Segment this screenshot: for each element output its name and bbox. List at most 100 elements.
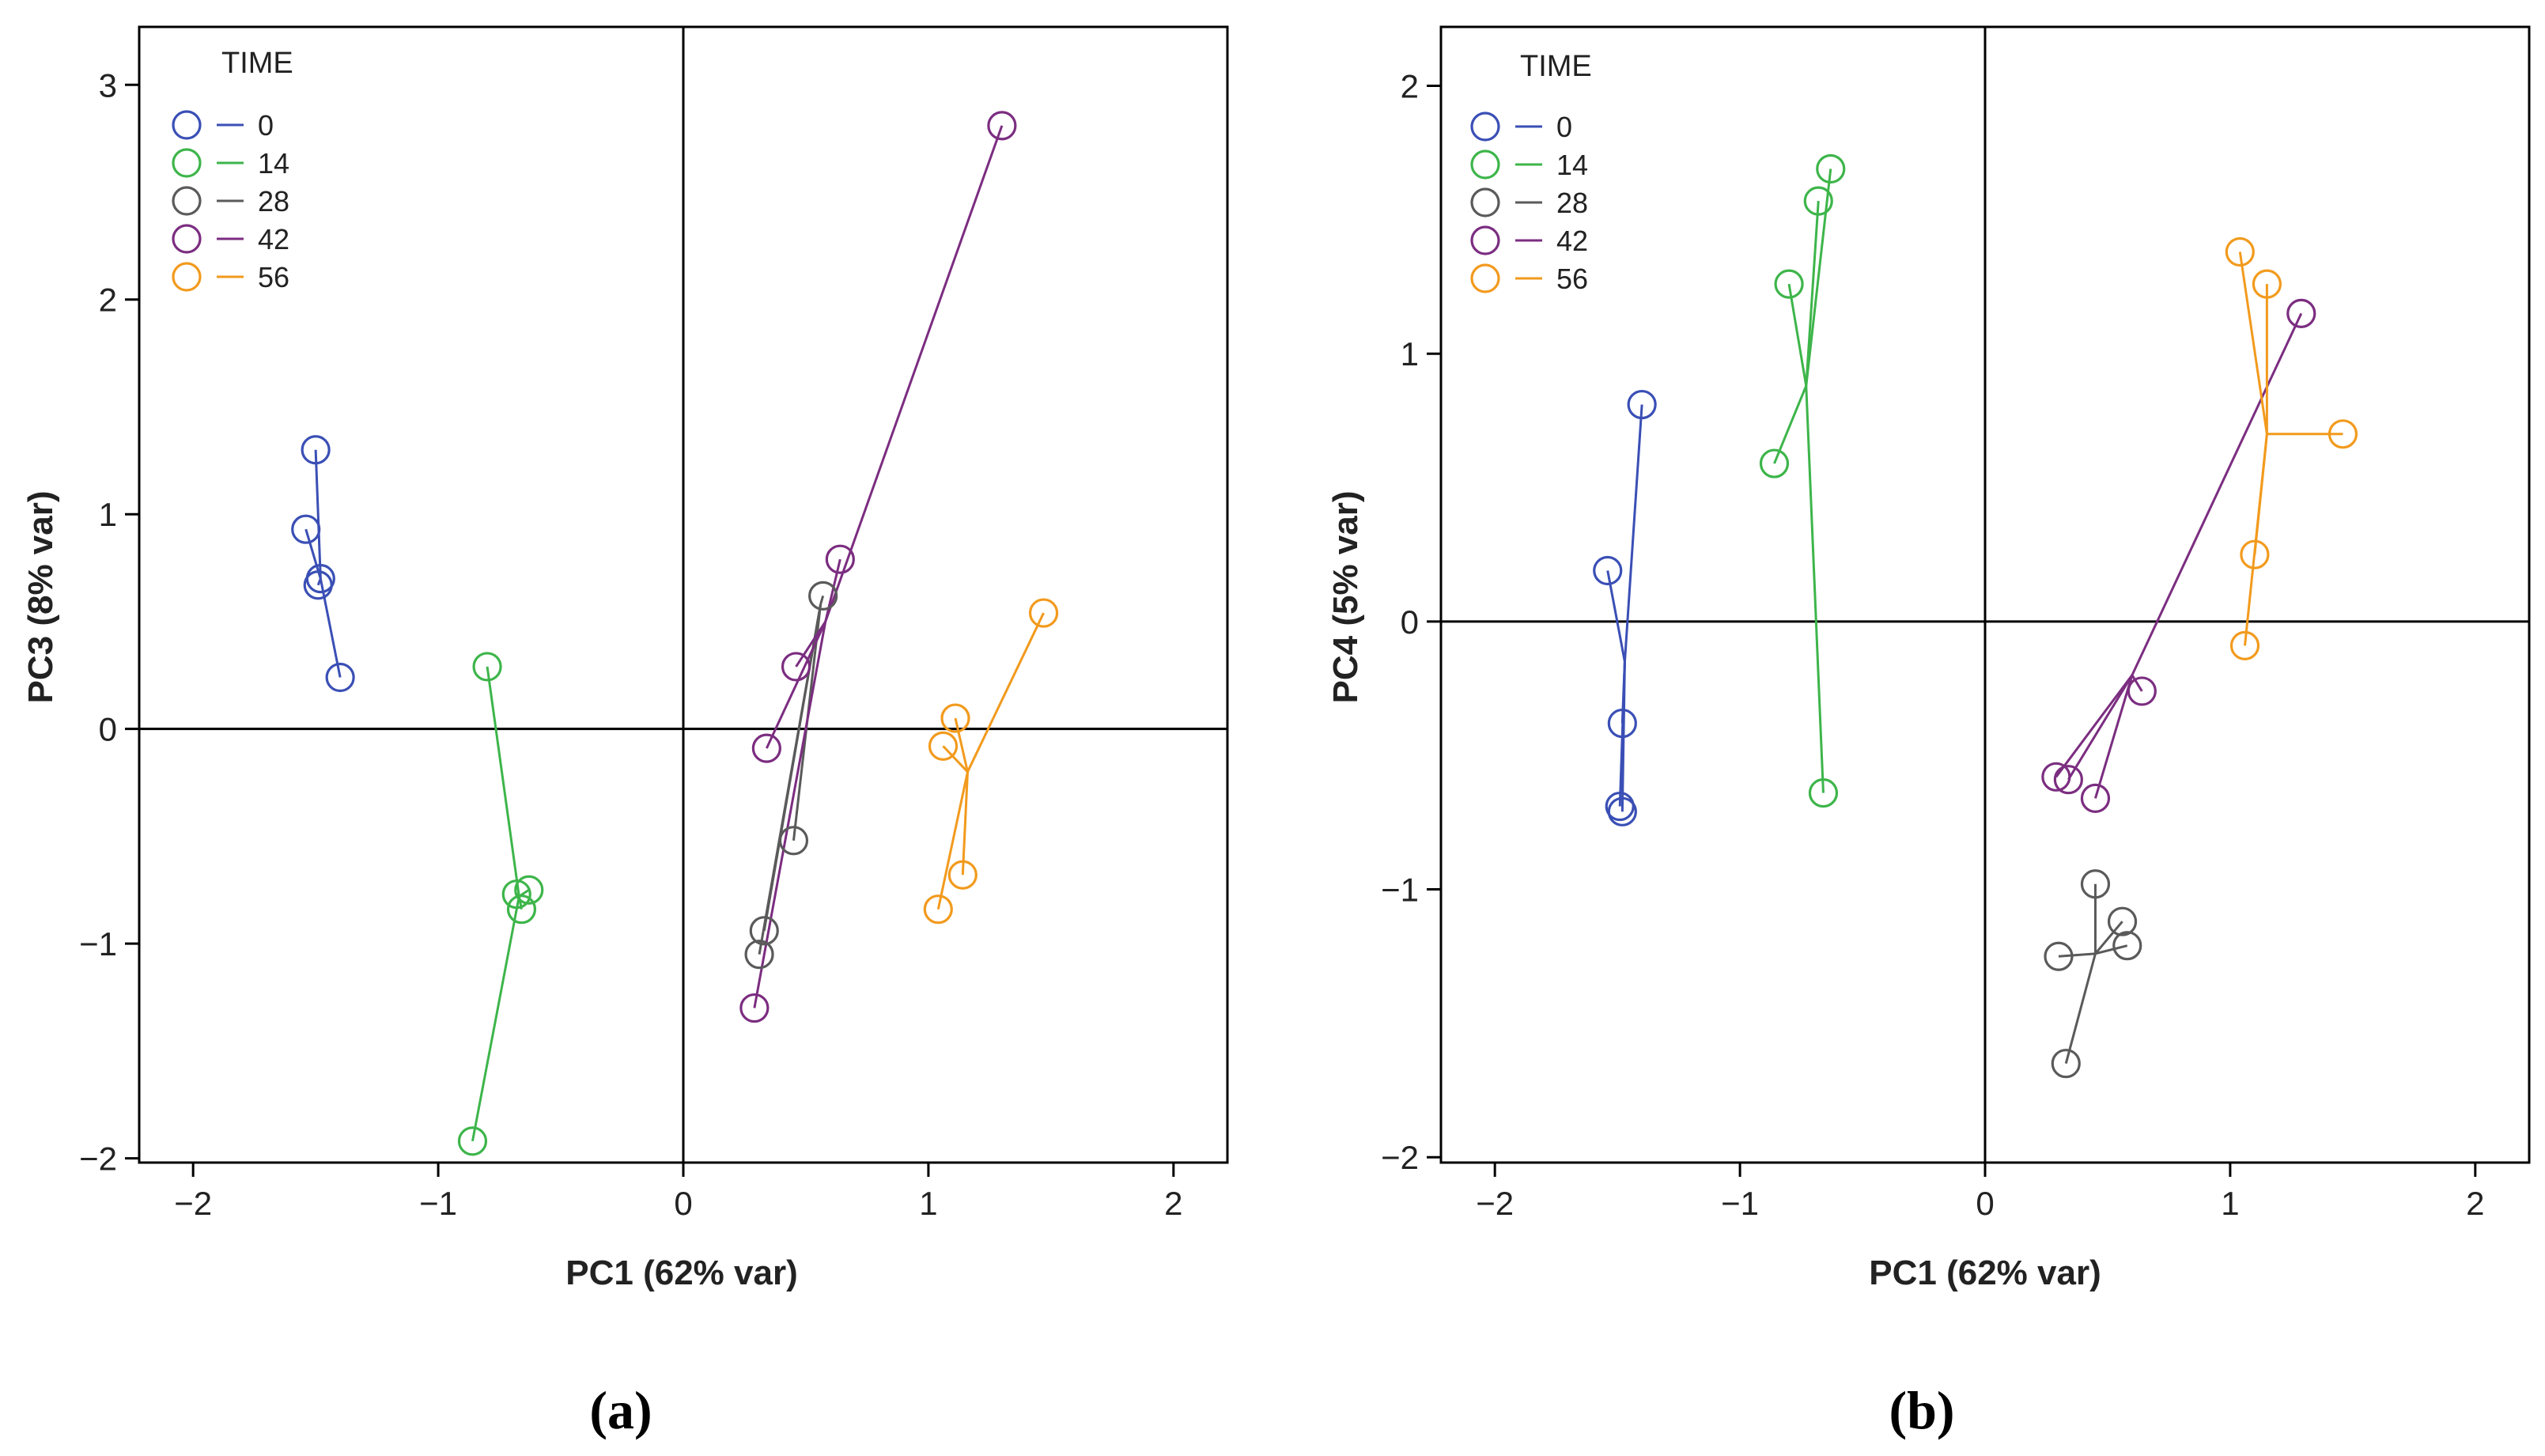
panel-a-series-14-point <box>501 879 531 910</box>
panel-a-series-56-point <box>940 703 970 733</box>
panel-b-series-42-point <box>2286 298 2316 328</box>
panel-a-y-tick-label: −2 <box>79 1140 117 1178</box>
panel-b-series-14-point <box>1803 186 1833 216</box>
panel-b-series-0-spoke <box>1623 404 1643 662</box>
panel-b-series-0-point <box>1607 708 1637 739</box>
panel-b-series-42-point <box>2041 762 2071 792</box>
panel-b-series-14-point <box>1808 778 1839 808</box>
panel-b-label: (b) <box>1889 1380 1954 1440</box>
panel-b-x-tick-label: 0 <box>1976 1185 1994 1222</box>
panel-a-legend-entry-28: 28 <box>258 185 289 217</box>
panel-b-series-28-point <box>2107 906 2138 936</box>
panel-a-legend-marker-42 <box>172 224 202 254</box>
panel-b-series-28-spoke <box>2094 921 2123 955</box>
panel-a-series-14-point <box>514 875 544 905</box>
panel-b-series-42-spoke <box>2055 674 2134 778</box>
panel-b-y-tick-label: −2 <box>1381 1139 1419 1176</box>
panel-b-series-28-point <box>2112 931 2142 961</box>
panel-b-series-28-spoke <box>2058 952 2096 958</box>
panel-b-x-tick-label: 2 <box>2466 1185 2484 1222</box>
panel-b-series-14-point <box>1774 269 1804 299</box>
panel-a-series-56-point <box>1028 598 1059 628</box>
panel-a-y-tick-label: 3 <box>99 66 117 104</box>
panel-a-chart: PC1 (62% var) PC3 (8% var) (a) −2 −1 0 1 2 −2… <box>21 25 1229 1440</box>
panel-b-series-28-spoke <box>2095 944 2128 955</box>
panel-a-x-tick-label: 1 <box>919 1185 937 1222</box>
panel-a-series-0-point <box>291 514 321 544</box>
panel-a-series-14-point <box>506 894 537 925</box>
panel-b-series-14-point <box>1759 448 1790 478</box>
panel-a-y-tick-label: 0 <box>99 711 117 748</box>
panel-b-series-42-point <box>2127 676 2157 706</box>
panel-b-legend-entry-0: 0 <box>1556 111 1572 143</box>
panel-a-legend-entry-42: 42 <box>258 223 289 255</box>
panel-b-series-14-point <box>1816 153 1846 184</box>
panel-b-series-14-spoke <box>1787 283 1808 387</box>
panel-b-x-tick-label: −2 <box>1476 1185 1514 1222</box>
panel-b-x-tick-label: −1 <box>1721 1185 1759 1222</box>
panel-a-series-56-point <box>923 894 953 925</box>
panel-a-x-tick-label: 0 <box>674 1185 692 1222</box>
panel-b-legend-marker-28 <box>1470 187 1500 217</box>
panel-a-y-axis-label: PC3 (8% var) <box>21 490 60 703</box>
panel-b-series-56-point <box>2328 419 2358 449</box>
panel-b-series-56-point <box>2225 236 2255 267</box>
panel-b-series-0-point <box>1593 555 1623 586</box>
panel-a-series-56-spoke <box>936 771 969 910</box>
panel-a-series-14-point <box>472 652 502 682</box>
panel-a-series-56-point <box>928 731 959 761</box>
panel-a-y-tick-label: 1 <box>99 496 117 533</box>
panel-a-series-14-spoke <box>471 896 520 1142</box>
panel-a-legend-marker-0 <box>172 110 202 140</box>
panel-a-series-42-point <box>825 544 855 574</box>
panel-b-series-56-point <box>2229 630 2260 660</box>
panel-b-series-42-spoke <box>2131 312 2303 676</box>
panel-a-x-tick-label: −1 <box>419 1185 457 1222</box>
panel-b-series-14-spoke <box>1805 385 1825 793</box>
panel-b-legend-entry-42: 42 <box>1556 225 1588 257</box>
panel-b-series-28-point <box>2051 1049 2081 1079</box>
panel-a-series-28-point <box>744 940 774 970</box>
panel-b-legend-marker-14 <box>1470 149 1500 180</box>
panel-b-series-42-point <box>2080 783 2111 813</box>
panel-b-x-axis-label: PC1 (62% var) <box>1869 1254 2101 1292</box>
panel-b-y-tick-label: 1 <box>1401 335 1419 373</box>
panel-a-series-14-spoke <box>486 666 520 897</box>
panel-a-x-tick-label: 2 <box>1164 1185 1182 1222</box>
panel-b-legend-entry-56: 56 <box>1556 263 1588 295</box>
panel-b-series-56-spoke <box>2244 433 2268 646</box>
panel-b-series-42-spoke <box>2131 674 2143 692</box>
panel-a-series-56-spoke <box>961 771 969 875</box>
panel-a-legend-marker-14 <box>172 148 202 178</box>
panel-b-legend-marker-0 <box>1470 112 1500 142</box>
panel-a-series-28-point <box>749 916 779 946</box>
panel-b-series-14-spoke <box>1805 201 1820 386</box>
panel-b-series-42-spoke <box>2094 675 2134 799</box>
panel-a-x-axis-label: PC1 (62% var) <box>565 1254 797 1292</box>
panel-b-series-56-spoke <box>2238 251 2268 435</box>
panel-a-series-42-spoke <box>766 621 827 749</box>
panel-b-chart: PC1 (62% var) PC4 (5% var) (b) −2 −1 0 1 2 −2… <box>1326 25 2531 1440</box>
panel-a-y-tick-label: 2 <box>99 282 117 319</box>
panel-a-y-tick-label: −1 <box>79 925 117 962</box>
panel-b-series-56-point <box>2240 539 2270 569</box>
panel-a-legend-title: TIME <box>221 47 293 80</box>
panel-a-series-42-spoke <box>824 558 841 622</box>
panel-b-legend-title: TIME <box>1520 50 1592 83</box>
panel-a-legend-entry-56: 56 <box>258 261 289 293</box>
panel-a-series-42-point <box>987 111 1017 141</box>
panel-b-series-14-spoke <box>1805 168 1832 386</box>
panel-b-series-28-point <box>2044 941 2074 971</box>
panel-b-series-28-spoke <box>2064 953 2097 1065</box>
panel-a-series-42-point <box>751 733 781 763</box>
panel-a-series-14-point <box>457 1126 488 1156</box>
panel-a-legend-marker-56 <box>172 262 202 292</box>
panel-a-series-0-spoke <box>314 449 322 579</box>
panel-b-series-42-point <box>2053 765 2083 795</box>
panel-a-series-42-spoke <box>795 621 827 667</box>
panel-a-series-42-point <box>739 993 770 1023</box>
panel-a-series-42-point <box>781 652 811 682</box>
panel-a-series-0-spoke <box>319 578 342 678</box>
panel-a-series-56-spoke <box>954 717 969 773</box>
